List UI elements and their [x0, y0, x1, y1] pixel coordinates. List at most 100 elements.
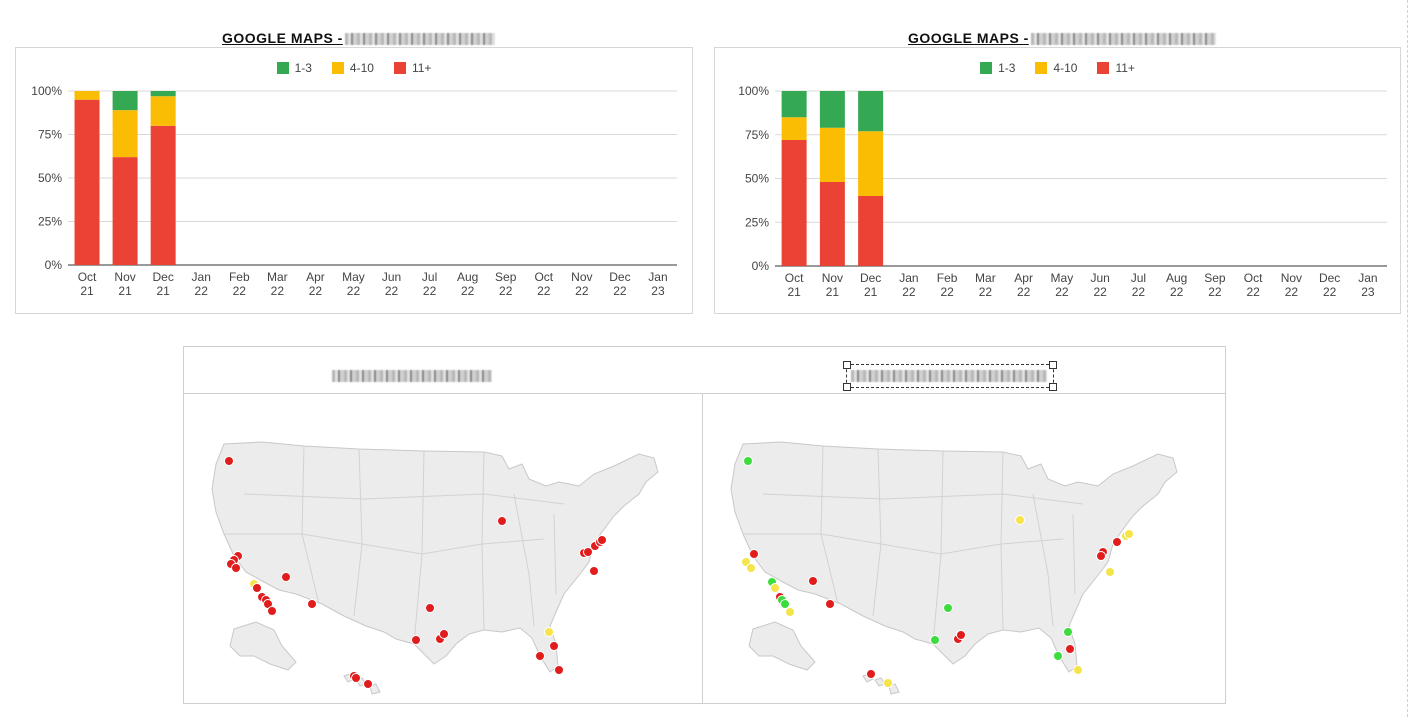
bar-segment-4-10[interactable]: [819, 127, 845, 182]
bar-segment-4-10[interactable]: [150, 96, 176, 126]
map-marker[interactable]: [411, 635, 421, 645]
bar-segment-4-10[interactable]: [858, 131, 884, 196]
map-marker[interactable]: [956, 630, 966, 640]
map-marker[interactable]: [1063, 627, 1073, 637]
map-marker[interactable]: [224, 456, 234, 466]
map-marker[interactable]: [743, 456, 753, 466]
map-marker[interactable]: [351, 673, 361, 683]
map-marker[interactable]: [439, 629, 449, 639]
x-tick-label: Oct: [78, 270, 97, 284]
map-marker[interactable]: [425, 603, 435, 613]
bar-segment-11+[interactable]: [150, 125, 176, 265]
chart-2-panel[interactable]: 1-3 4-10 11+ 0% 25% 50% 75% 100% Oct 21 Nov 21 Dec 2…: [714, 47, 1401, 314]
map-marker[interactable]: [549, 641, 559, 651]
state-border: [1032, 493, 1054, 627]
map-marker[interactable]: [363, 679, 373, 689]
legend-item[interactable]: 4-10: [331, 61, 374, 75]
map-marker[interactable]: [281, 572, 291, 582]
bar-segment-1-3[interactable]: [150, 91, 176, 97]
bar-segment-11+[interactable]: [112, 157, 138, 265]
legend-item[interactable]: 11+: [1097, 61, 1135, 75]
map-marker[interactable]: [535, 651, 545, 661]
map-marker[interactable]: [554, 665, 564, 675]
legend-item[interactable]: 1-3: [980, 61, 1015, 75]
state-border: [743, 533, 1064, 555]
state-border: [243, 493, 565, 505]
legend-item[interactable]: 4-10: [1035, 61, 1077, 75]
map-marker[interactable]: [1015, 515, 1025, 525]
map-marker[interactable]: [597, 535, 607, 545]
legend-item[interactable]: 11+: [393, 61, 432, 75]
chart-1-panel[interactable]: 1-3 4-10 11+ 0% 25% 50% 75% 100% Oct 21 Nov 21 Dec 2…: [15, 47, 693, 314]
x-tick-label: Apr: [1014, 271, 1033, 285]
legend-label: 1-3: [998, 61, 1016, 75]
bar-segment-4-10[interactable]: [112, 110, 138, 158]
map-marker[interactable]: [749, 549, 759, 559]
bar-segment-4-10[interactable]: [781, 117, 807, 140]
bar-segment-11+[interactable]: [74, 99, 100, 265]
map-marker[interactable]: [770, 583, 780, 593]
x-tick-label: 22: [309, 284, 323, 298]
map-marker[interactable]: [866, 669, 876, 679]
x-tick-label: Nov: [822, 271, 843, 285]
bar-segment-11+[interactable]: [858, 196, 884, 266]
map-marker[interactable]: [1065, 644, 1075, 654]
map-1[interactable]: [184, 394, 702, 702]
map-marker[interactable]: [780, 599, 790, 609]
map-2[interactable]: [703, 394, 1221, 702]
bar-segment-11+[interactable]: [781, 140, 807, 266]
bar-segment-1-3[interactable]: [819, 91, 845, 128]
map-marker[interactable]: [930, 635, 940, 645]
bar-segment-1-3[interactable]: [858, 91, 884, 132]
x-tick-label: 22: [1132, 285, 1146, 299]
map-marker[interactable]: [808, 576, 818, 586]
x-tick-label: Jul: [1131, 271, 1146, 285]
x-tick-label: Feb: [229, 270, 250, 284]
map-marker[interactable]: [1073, 665, 1083, 675]
map-marker[interactable]: [252, 583, 262, 593]
x-tick-label: Mar: [267, 270, 288, 284]
x-tick-label: Mar: [975, 271, 996, 285]
x-tick-label: 22: [195, 284, 209, 298]
map-marker[interactable]: [589, 566, 599, 576]
map-marker[interactable]: [1124, 529, 1134, 539]
map-marker[interactable]: [583, 547, 593, 557]
map-marker[interactable]: [1053, 651, 1063, 661]
x-tick-label: Oct: [534, 270, 553, 284]
map-marker[interactable]: [825, 599, 835, 609]
map-marker[interactable]: [1112, 537, 1122, 547]
map-marker[interactable]: [943, 603, 953, 613]
x-tick-label: Jan: [648, 270, 667, 284]
map-marker[interactable]: [1096, 551, 1106, 561]
y-tick-label: 100%: [738, 84, 769, 98]
map-marker[interactable]: [883, 678, 893, 688]
map-marker[interactable]: [544, 627, 554, 637]
map-marker[interactable]: [267, 606, 277, 616]
bar-segment-11+[interactable]: [819, 182, 845, 266]
resize-handle[interactable]: [1049, 383, 1057, 391]
redacted-text: [1030, 33, 1216, 46]
map-marker[interactable]: [746, 563, 756, 573]
bar-segment-1-3[interactable]: [781, 91, 807, 118]
map-marker[interactable]: [1105, 567, 1115, 577]
legend-item[interactable]: 1-3: [276, 61, 312, 75]
x-tick-label: 22: [575, 284, 589, 298]
map-marker[interactable]: [497, 516, 507, 526]
bar-segment-1-3[interactable]: [112, 91, 138, 111]
state-border: [224, 533, 545, 555]
map-marker[interactable]: [231, 563, 241, 573]
x-tick-label: 22: [979, 285, 993, 299]
state-border: [1072, 513, 1076, 595]
resize-handle[interactable]: [843, 383, 851, 391]
map-marker[interactable]: [785, 607, 795, 617]
x-tick-label: 23: [651, 284, 665, 298]
map-2-title-selection[interactable]: [843, 361, 1057, 391]
x-tick-label: Nov: [571, 270, 592, 284]
bar-segment-4-10[interactable]: [74, 91, 100, 100]
resize-handle[interactable]: [843, 361, 851, 369]
map-marker[interactable]: [307, 599, 317, 609]
legend-label: 4-10: [1053, 61, 1078, 75]
x-tick-label: 22: [271, 284, 285, 298]
resize-handle[interactable]: [1049, 361, 1057, 369]
legend-label: 11+: [411, 61, 432, 75]
